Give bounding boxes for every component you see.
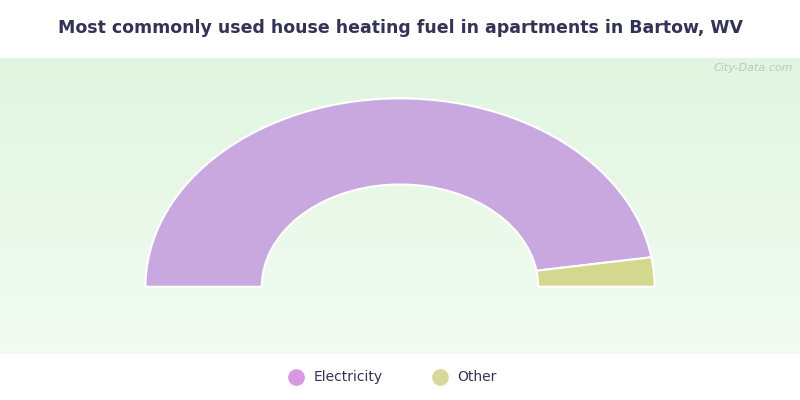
Text: Most commonly used house heating fuel in apartments in Bartow, WV: Most commonly used house heating fuel in… — [58, 19, 742, 37]
Wedge shape — [537, 257, 654, 287]
Text: City-Data.com: City-Data.com — [714, 63, 793, 73]
Text: Other: Other — [458, 370, 497, 384]
Text: Electricity: Electricity — [314, 370, 382, 384]
Wedge shape — [146, 98, 651, 287]
